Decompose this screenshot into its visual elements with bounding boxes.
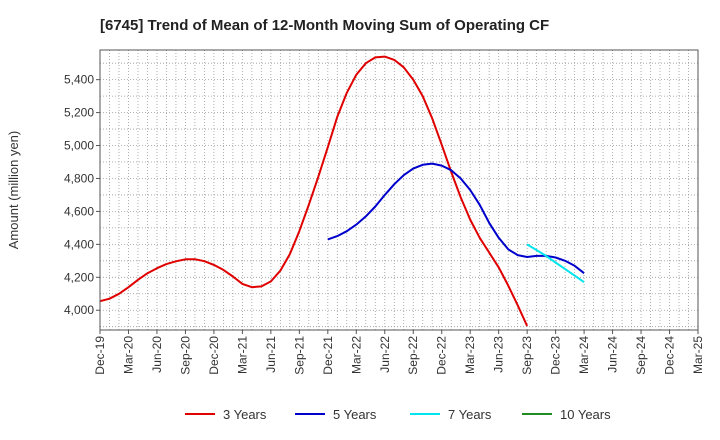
y-tick-label: 5,400 [64,73,94,87]
x-tick-label: Jun-24 [606,336,620,373]
y-axis-label: Amount (million yen) [6,131,21,250]
series-line-5-years [327,162,585,274]
x-tick-label: Dec-19 [93,336,107,375]
x-tick-label: Mar-21 [235,336,249,374]
x-tick-label: Jun-23 [492,336,506,373]
legend-label: 10 Years [560,407,611,422]
x-tick-label: Mar-23 [463,336,477,374]
x-tick-label: Mar-24 [577,336,591,374]
x-tick-label: Mar-25 [691,336,705,374]
y-tick-label: 4,600 [64,204,94,218]
x-tick-label: Mar-20 [121,336,135,374]
y-tick-label: 4,200 [64,270,94,284]
series-lines [99,55,585,327]
x-tick-label: Sep-21 [292,336,306,375]
y-tick-label: 5,000 [64,139,94,153]
x-tick-label: Jun-22 [378,336,392,373]
grid [99,50,699,330]
y-tick-label: 4,000 [64,303,94,317]
x-tick-label: Sep-22 [406,336,420,375]
x-tick-label: Sep-20 [178,336,192,375]
series-line-7-years [526,243,585,284]
x-tick-label: Dec-21 [321,336,335,375]
y-tick-label: 5,200 [64,106,94,120]
legend: 3 Years 5 Years 7 Years 10 Years [185,407,611,422]
x-tick-label: Dec-22 [435,336,449,375]
legend-label: 3 Years [223,407,267,422]
y-tick-labels: 4,000 4,200 4,400 4,600 4,800 5,000 5,200 5,400 [64,73,100,317]
y-tick-label: 4,800 [64,171,94,185]
legend-label: 5 Years [333,407,377,422]
x-tick-label: Mar-22 [349,336,363,374]
chart-title: [6745] Trend of Mean of 12-Month Moving … [100,17,549,34]
x-tick-label: Dec-23 [549,336,563,375]
x-tick-labels: Dec-19 Mar-20 Jun-20 Sep-20 Dec-20 Mar-21 Jun-… [93,330,705,375]
x-tick-label: Sep-23 [520,336,534,375]
x-tick-label: Sep-24 [634,336,648,375]
y-tick-label: 4,400 [64,237,94,251]
x-tick-label: Jun-20 [150,336,164,373]
x-tick-label: Dec-20 [207,336,221,375]
plot-frame [99,49,699,331]
legend-label: 7 Years [448,407,492,422]
x-tick-label: Jun-21 [264,336,278,373]
series-line-3-years [99,55,529,327]
x-tick-label: Dec-24 [663,336,677,375]
